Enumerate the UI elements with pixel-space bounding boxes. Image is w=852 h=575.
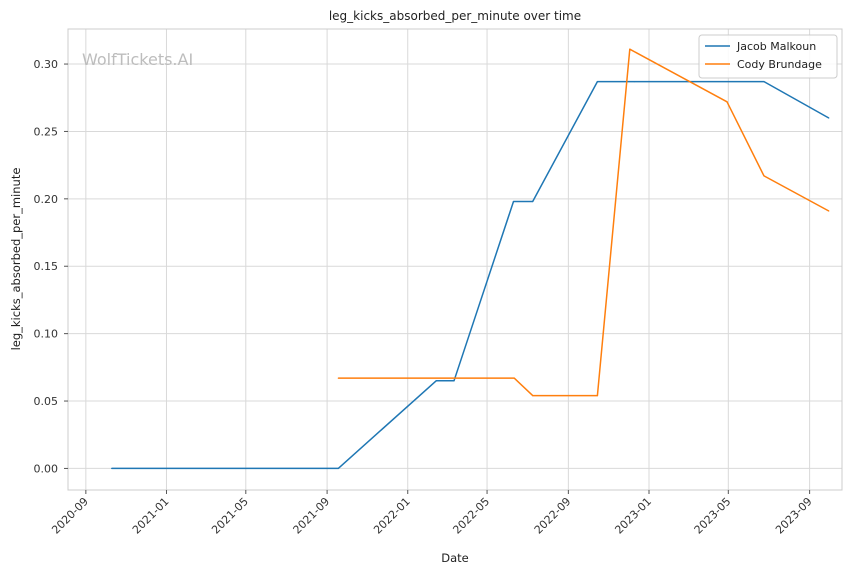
y-tick-label: 0.05 — [34, 395, 59, 408]
data-point-cody-brundage — [726, 101, 728, 103]
legend-label-jacob-malkoun: Jacob Malkoun — [736, 40, 816, 53]
x-tick-label: 2021-01 — [130, 495, 172, 537]
data-point-cody-brundage — [596, 395, 599, 397]
y-tick-label: 0.30 — [34, 58, 59, 71]
x-axis-title: Date — [441, 551, 469, 565]
y-tick-label: 0.00 — [34, 462, 59, 475]
data-point-cody-brundage — [763, 175, 765, 177]
data-point-cody-brundage — [532, 395, 534, 397]
watermark-text: WolfTickets.AI — [82, 50, 193, 69]
data-point-cody-brundage — [513, 377, 515, 379]
data-point-jacob-malkoun — [596, 80, 599, 83]
x-tick-layer: 2020-09 2021-01 2021-05 2021-09 2022-01 2022-… — [49, 490, 815, 537]
data-point-jacob-malkoun — [453, 380, 455, 382]
y-tick-layer: 0.00 0.05 0.10 0.15 0.20 0.25 0.30 — [34, 58, 68, 475]
y-tick-label: 0.15 — [34, 260, 59, 273]
y-axis-title: leg_kicks_absorbed_per_minute — [9, 168, 23, 351]
series-line-jacob-malkoun — [111, 80, 830, 470]
data-point-cody-brundage — [337, 377, 339, 379]
x-tick-label: 2020-09 — [49, 495, 91, 537]
chart-title: leg_kicks_absorbed_per_minute over time — [329, 9, 581, 23]
data-point-jacob-malkoun — [763, 80, 765, 83]
y-tick-label: 0.25 — [34, 125, 59, 138]
data-point-jacob-malkoun — [633, 80, 636, 83]
legend-label-cody-brundage: Cody Brundage — [737, 58, 822, 71]
plot-area-frame — [67, 28, 843, 491]
data-point-cody-brundage — [629, 48, 631, 50]
x-tick-label: 2022-09 — [532, 495, 574, 537]
x-tick-label: 2023-01 — [612, 495, 654, 537]
y-tick-label: 0.20 — [34, 193, 59, 206]
data-point-jacob-malkoun — [532, 200, 534, 203]
x-tick-label: 2023-05 — [692, 495, 734, 537]
x-tick-label: 2022-01 — [371, 495, 413, 537]
data-point-jacob-malkoun — [828, 117, 830, 119]
legend-box — [698, 34, 838, 79]
y-tick-label: 0.10 — [34, 328, 59, 341]
data-point-cody-brundage — [828, 210, 830, 212]
grid-layer — [68, 29, 842, 490]
series-layer — [111, 48, 830, 470]
x-tick-label: 2021-09 — [291, 495, 333, 537]
data-point-jacob-malkoun — [512, 200, 515, 203]
legend: Jacob Malkoun Cody Brundage — [698, 34, 838, 79]
x-tick-label: 2021-05 — [209, 495, 251, 537]
x-tick-label: 2023-09 — [773, 495, 815, 537]
data-point-jacob-malkoun — [337, 467, 339, 470]
data-point-jacob-malkoun — [435, 380, 437, 382]
x-tick-label: 2022-05 — [450, 495, 492, 537]
series-line-cody-brundage — [338, 48, 830, 397]
data-point-jacob-malkoun — [111, 467, 113, 470]
